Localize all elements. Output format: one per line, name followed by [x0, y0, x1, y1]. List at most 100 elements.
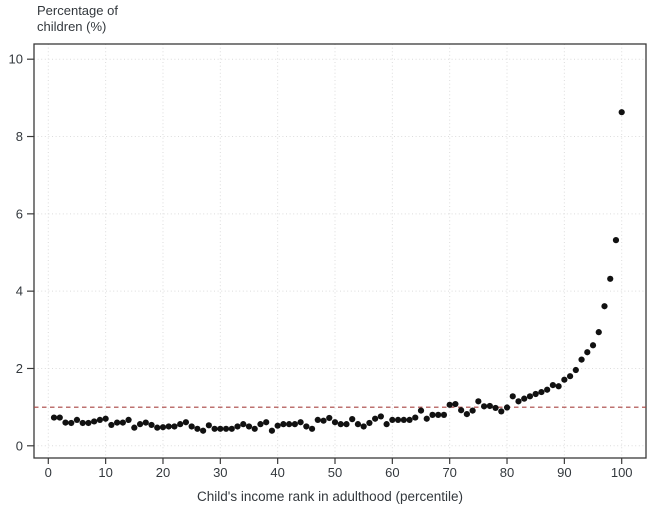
data-point: [73, 416, 81, 423]
data-point: [417, 407, 425, 414]
data-point: [544, 386, 551, 393]
data-point: [308, 425, 316, 432]
y-tick-label: 6: [16, 206, 23, 221]
x-tick-label: 0: [45, 465, 52, 480]
data-point: [549, 382, 556, 389]
data-point: [119, 419, 126, 426]
data-point: [503, 404, 511, 411]
data-point: [280, 421, 287, 428]
data-point: [142, 419, 149, 426]
data-point: [349, 416, 356, 423]
data-point: [498, 408, 505, 415]
data-point: [584, 349, 591, 356]
data-point: [68, 419, 75, 427]
data-point: [354, 421, 362, 428]
data-point: [154, 424, 161, 431]
data-point: [366, 419, 373, 427]
data-point: [108, 421, 115, 429]
data-point: [234, 423, 241, 430]
data-point: [515, 398, 522, 405]
x-axis-title: Child's income rank in adulthood (percen…: [197, 489, 463, 504]
data-point: [188, 423, 195, 430]
data-point: [159, 424, 167, 431]
data-point: [377, 413, 384, 420]
y-tick-label: 4: [16, 284, 23, 299]
data-point: [96, 416, 104, 423]
data-point: [532, 390, 539, 398]
data-point: [372, 415, 379, 422]
data-point: [102, 415, 109, 422]
data-point: [480, 403, 488, 410]
data-point: [429, 411, 436, 418]
data-point: [297, 419, 304, 426]
data-point: [561, 376, 568, 383]
data-point: [182, 419, 190, 426]
x-tick-label: 30: [213, 465, 227, 480]
data-point: [211, 425, 218, 432]
data-point: [509, 393, 516, 400]
data-point: [400, 416, 407, 423]
data-point: [85, 419, 92, 427]
x-tick-label: 20: [156, 465, 170, 480]
data-point: [148, 421, 155, 429]
data-point: [526, 393, 534, 400]
data-point: [446, 401, 453, 408]
data-point: [194, 425, 201, 432]
data-point: [589, 342, 597, 349]
data-point: [394, 416, 402, 423]
data-point: [268, 427, 276, 434]
data-point: [572, 366, 579, 374]
data-point: [291, 421, 298, 428]
data-point: [389, 416, 396, 423]
data-point: [114, 419, 121, 426]
y-axis-title: Percentage of children (%): [37, 3, 118, 35]
data-point: [165, 423, 172, 430]
y-tick-label: 2: [16, 361, 23, 376]
data-point: [320, 417, 327, 424]
data-point: [257, 421, 264, 428]
y-axis-title-line1: Percentage of: [37, 3, 118, 18]
data-point: [125, 416, 132, 423]
x-tick-label: 80: [500, 465, 514, 480]
data-point: [538, 388, 545, 396]
data-point: [612, 237, 620, 244]
data-point: [383, 421, 390, 428]
data-point: [228, 425, 235, 432]
data-point: [435, 411, 442, 418]
data-point: [171, 423, 178, 430]
data-point: [423, 415, 430, 422]
data-point: [62, 419, 69, 426]
x-tick-label: 90: [557, 465, 571, 480]
data-point: [286, 421, 293, 428]
data-point: [222, 425, 230, 432]
data-point: [578, 356, 585, 363]
data-point: [440, 411, 448, 418]
data-point: [56, 414, 63, 421]
data-point: [618, 109, 625, 116]
x-tick-label: 100: [611, 465, 633, 480]
data-point: [406, 416, 413, 423]
data-point: [205, 422, 212, 429]
data-point: [91, 418, 98, 425]
x-tick-label: 10: [98, 465, 112, 480]
data-point: [79, 419, 86, 427]
data-point: [452, 400, 459, 408]
data-point: [486, 402, 493, 410]
data-point: [595, 329, 602, 336]
data-point: [601, 303, 608, 310]
data-point: [360, 423, 367, 430]
data-point: [303, 423, 310, 430]
data-point: [326, 414, 333, 422]
data-point: [343, 421, 350, 428]
x-tick-label: 50: [328, 465, 342, 480]
y-tick-label: 10: [9, 52, 23, 67]
data-point: [50, 414, 58, 421]
x-tick-label: 70: [442, 465, 456, 480]
x-tick-label: 60: [385, 465, 399, 480]
data-point: [240, 421, 247, 428]
data-point: [245, 423, 253, 430]
data-point: [314, 416, 321, 423]
y-tick-label: 0: [16, 438, 23, 453]
y-axis-title-line2: children (%): [37, 19, 107, 34]
